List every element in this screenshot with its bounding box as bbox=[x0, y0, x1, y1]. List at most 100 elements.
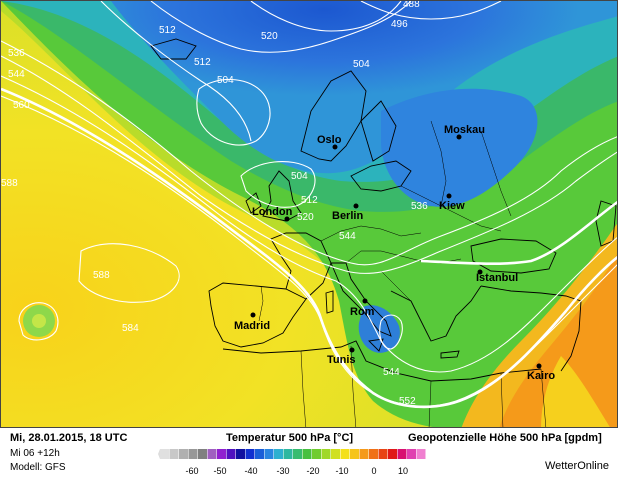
contour-label-504-london: 504 bbox=[291, 171, 308, 182]
contour-labels: 488 496 512 520 512 504 536 544 560 504 … bbox=[1, 1, 428, 407]
city-dot bbox=[284, 216, 290, 222]
scale-label-minus60: -60 bbox=[185, 466, 198, 475]
contour-label-560-west: 560 bbox=[13, 100, 30, 111]
contour-label-520-north: 520 bbox=[261, 31, 278, 42]
city-oslo[interactable]: Oslo bbox=[317, 134, 342, 150]
color-scale-cell bbox=[359, 449, 369, 459]
color-scale-cell bbox=[255, 449, 264, 459]
color-scale-cell bbox=[236, 449, 245, 459]
contour-label-584: 584 bbox=[122, 323, 139, 334]
contour-label-496: 496 bbox=[391, 19, 408, 30]
city-madrid[interactable]: Madrid bbox=[234, 312, 270, 333]
color-scale-cell bbox=[207, 449, 217, 459]
scale-label-minus30: -30 bbox=[276, 466, 289, 475]
city-label: Rom bbox=[350, 306, 375, 318]
geopotential-legend-title: Geopotenzielle Höhe 500 hPa [gpdm] bbox=[408, 432, 602, 444]
geopotential-contours bbox=[1, 1, 617, 407]
color-scale-labels: -60 -50 -40 -30 -20 -10 0 10 bbox=[185, 466, 408, 475]
color-scale-cell bbox=[169, 449, 179, 459]
scale-label-minus40: -40 bbox=[244, 466, 257, 475]
color-scale-cell bbox=[293, 449, 302, 459]
color-scale: -60 -50 -40 -30 -20 -10 0 10 bbox=[158, 449, 426, 475]
contour-label-536-east: 536 bbox=[411, 201, 428, 212]
city-moskau[interactable]: Moskau bbox=[444, 124, 485, 140]
color-scale-cell bbox=[179, 449, 188, 459]
color-scale-cell bbox=[274, 449, 283, 459]
city-kiew[interactable]: Kiew bbox=[439, 193, 465, 213]
weather-map: 488 496 512 520 512 504 536 544 560 504 … bbox=[0, 0, 618, 428]
color-scale-cell bbox=[378, 449, 388, 459]
city-dot bbox=[250, 312, 256, 318]
contour-label-536-west: 536 bbox=[8, 48, 25, 59]
city-istanbul[interactable]: Istanbul bbox=[476, 269, 518, 285]
contour-label-520-london: 520 bbox=[297, 212, 314, 223]
highlight-contours bbox=[1, 87, 617, 409]
city-label: Tunis bbox=[327, 354, 356, 366]
city-markers: Oslo Moskau London Berlin Kiew bbox=[234, 124, 555, 382]
city-label: Moskau bbox=[444, 124, 485, 136]
city-label: Kiew bbox=[439, 200, 465, 212]
city-berlin[interactable]: Berlin bbox=[332, 203, 363, 223]
scale-label-minus50: -50 bbox=[213, 466, 226, 475]
scale-label-0: 0 bbox=[371, 466, 376, 475]
scale-label-minus20: -20 bbox=[306, 466, 319, 475]
footer-legend: Mi, 28.01.2015, 18 UTC Mi 06 +12h Modell… bbox=[0, 428, 618, 478]
color-scale-cell bbox=[198, 449, 207, 459]
brand-logo: WetterOnline bbox=[545, 460, 609, 472]
contour-label-512-london: 512 bbox=[301, 195, 318, 206]
scale-label-10: 10 bbox=[398, 466, 408, 475]
color-scale-cell bbox=[302, 449, 312, 459]
contour-label-588-atlantic: 588 bbox=[93, 270, 110, 281]
temperature-legend-title: Temperatur 500 hPa [°C] bbox=[226, 432, 354, 444]
city-dot bbox=[536, 363, 542, 369]
color-scale-cell bbox=[312, 449, 321, 459]
color-scale-cell bbox=[397, 449, 407, 459]
city-dot bbox=[332, 144, 338, 150]
contour-label-504-west: 504 bbox=[217, 75, 234, 86]
model-name: Modell: GFS bbox=[10, 462, 66, 473]
city-label: Oslo bbox=[317, 134, 342, 146]
contour-label-544-berlin: 544 bbox=[339, 231, 356, 242]
forecast-date: Mi, 28.01.2015, 18 UTC bbox=[10, 432, 128, 444]
city-london[interactable]: London bbox=[252, 206, 293, 222]
city-label: Berlin bbox=[332, 210, 363, 222]
city-dot bbox=[362, 298, 368, 304]
temperature-band-blue-east bbox=[381, 88, 538, 207]
city-kairo[interactable]: Kairo bbox=[527, 363, 555, 383]
model-run: Mi 06 +12h bbox=[10, 448, 60, 459]
contour-label-504-norway: 504 bbox=[353, 59, 370, 70]
contour-label-488: 488 bbox=[403, 1, 420, 10]
temperature-band-yellow-egypt bbox=[541, 356, 610, 427]
contour-label-552: 552 bbox=[399, 396, 416, 407]
color-scale-cell bbox=[416, 449, 426, 459]
color-scale-cell bbox=[369, 449, 378, 459]
city-dot bbox=[477, 269, 483, 275]
color-scale-cells bbox=[158, 449, 426, 459]
color-scale-cell bbox=[245, 449, 255, 459]
city-label: Madrid bbox=[234, 320, 270, 332]
color-scale-cell bbox=[264, 449, 274, 459]
contour-label-544-west: 544 bbox=[8, 69, 25, 80]
temperature-band-blue-north bbox=[111, 1, 617, 174]
city-dot bbox=[456, 134, 462, 140]
city-dot bbox=[353, 203, 359, 209]
contour-label-588-edge: 588 bbox=[1, 178, 18, 189]
map-canvas: 488 496 512 520 512 504 536 544 560 504 … bbox=[1, 1, 617, 427]
color-scale-cell bbox=[226, 449, 236, 459]
contour-label-512-north: 512 bbox=[159, 25, 176, 36]
color-scale-cell bbox=[160, 449, 169, 459]
city-label: Istanbul bbox=[476, 272, 518, 284]
color-scale-cell bbox=[340, 449, 350, 459]
temperature-spot-west-core bbox=[32, 314, 46, 328]
city-tunis[interactable]: Tunis bbox=[327, 347, 356, 367]
city-dot bbox=[446, 193, 452, 199]
color-scale-cell bbox=[283, 449, 293, 459]
color-scale-cell bbox=[321, 449, 331, 459]
city-rom[interactable]: Rom bbox=[350, 298, 375, 319]
city-label: London bbox=[252, 206, 293, 218]
scale-arrow-left bbox=[158, 449, 160, 459]
temperature-band-deep-orange-east bbox=[499, 254, 617, 427]
scale-label-minus10: -10 bbox=[335, 466, 348, 475]
color-scale-cell bbox=[388, 449, 397, 459]
